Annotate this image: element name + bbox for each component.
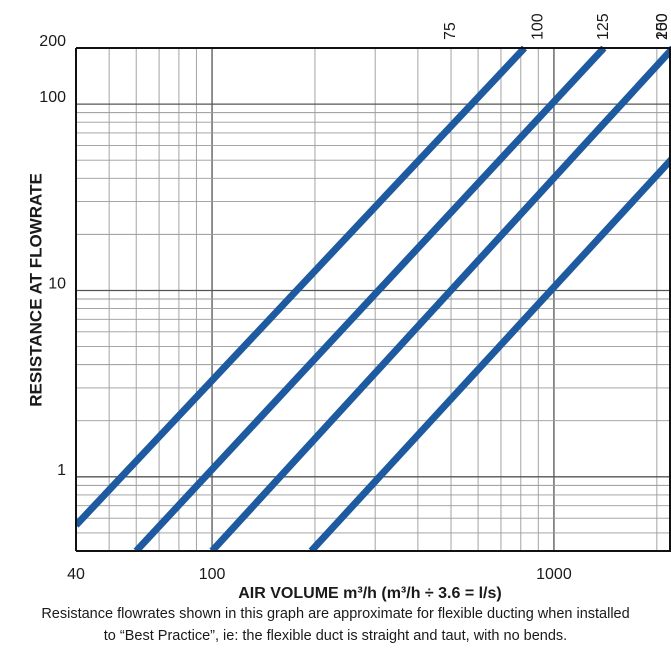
series-line-150 (308, 154, 671, 551)
series-line-75 (76, 46, 528, 528)
y-tick-label: 200 (39, 33, 66, 50)
x-tick-label: 1000 (536, 566, 572, 583)
x-tick-label: 40 (67, 566, 85, 583)
series-lines (76, 46, 671, 551)
top-label-100: 100 (530, 13, 547, 40)
y-axis-label: RESISTANCE AT FLOWRATE (26, 173, 45, 407)
y-tick-label: 1 (57, 462, 66, 479)
top-label-75: 75 (442, 22, 459, 40)
x-tick-label: 100 (199, 566, 226, 583)
top-label-200: 200 (654, 13, 671, 40)
y-tick-label: 100 (39, 89, 66, 106)
top-label-150: 150 (654, 13, 671, 40)
footnote-line-2: to “Best Practice”, ie: the flexible duc… (103, 628, 568, 644)
plot-frame (75, 47, 671, 552)
top-label-125: 125 (595, 13, 612, 40)
footnote-line-1: Resistance flowrates shown in this graph… (41, 606, 630, 622)
x-axis-label: AIR VOLUME m³/h (m³/h ÷ 3.6 = l/s) (238, 585, 501, 602)
series-line-100 (133, 46, 607, 551)
series-line-125 (209, 46, 671, 551)
y-tick-label: 10 (48, 275, 66, 292)
